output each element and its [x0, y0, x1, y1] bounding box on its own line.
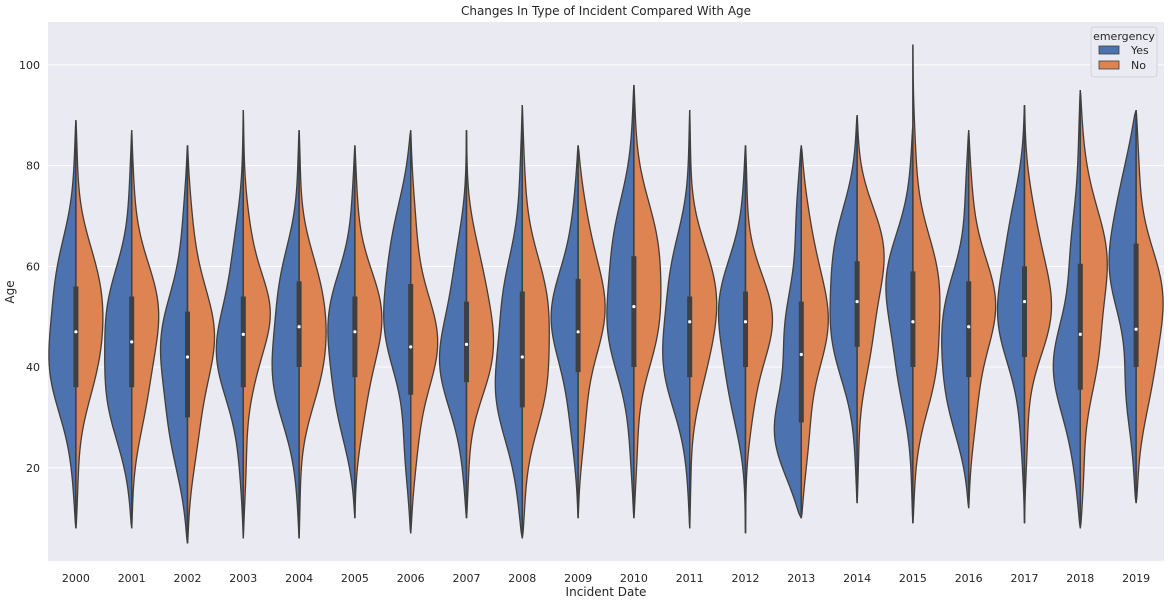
- violin-half-yes-2018: [1052, 89, 1081, 529]
- violin-half-yes-2019: [1108, 109, 1137, 504]
- y-tick-label: 40: [26, 361, 40, 374]
- legend-title: emergency: [1093, 30, 1155, 43]
- violin-half-no-2007: [465, 130, 495, 519]
- x-tick-label: 2014: [843, 572, 871, 585]
- violins: [48, 44, 1164, 544]
- x-tick-label: 2015: [899, 572, 927, 585]
- x-tick-label: 2012: [732, 572, 760, 585]
- median-point-2014: [855, 299, 859, 304]
- median-point-2008: [520, 355, 524, 359]
- x-axis-label: Incident Date: [566, 585, 647, 599]
- x-tick-label: 2005: [341, 572, 369, 585]
- median-point-2010: [632, 305, 636, 309]
- violin-half-no-2003: [242, 110, 271, 539]
- median-point-2003: [241, 332, 245, 336]
- x-tick-label: 2001: [118, 572, 146, 585]
- median-point-2004: [297, 325, 301, 329]
- violin-half-no-2012: [744, 145, 774, 534]
- x-tick-label: 2010: [620, 572, 648, 585]
- violin-half-yes-2017: [996, 105, 1026, 524]
- x-tick-label: 2000: [62, 572, 90, 585]
- x-tick-labels: 2000 2001 2002 2003 2004 2005 2006 2007 2008 2009…: [62, 572, 1150, 585]
- violin-half-yes-2011: [662, 110, 691, 529]
- violin-half-yes-2001: [104, 130, 133, 529]
- y-tick-label: 80: [26, 160, 40, 173]
- violin-half-yes-2014: [829, 115, 858, 504]
- x-tick-label: 2009: [564, 572, 592, 585]
- median-point-2012: [743, 320, 748, 324]
- y-axis-label: Age: [3, 280, 17, 303]
- x-tick-label: 2011: [676, 572, 704, 585]
- median-point-2001: [130, 340, 134, 344]
- x-tick-label: 2003: [229, 572, 257, 585]
- median-point-2000: [74, 330, 78, 334]
- violin-half-no-2016: [968, 130, 997, 509]
- median-point-2013: [799, 352, 803, 357]
- x-tick-label: 2013: [787, 572, 815, 585]
- median-point-2015: [911, 320, 915, 324]
- y-tick-label: 60: [26, 260, 40, 273]
- violin-half-yes-2016: [941, 130, 970, 509]
- x-tick-label: 2004: [285, 572, 313, 585]
- x-tick-label: 2019: [1122, 572, 1150, 585]
- x-tick-label: 2017: [1011, 572, 1039, 585]
- y-tick-label: 100: [19, 59, 40, 72]
- violin-half-no-2017: [1023, 105, 1053, 524]
- median-point-2018: [1078, 332, 1082, 336]
- x-tick-label: 2002: [174, 572, 202, 585]
- x-tick-label: 2008: [508, 572, 536, 585]
- violin-half-no-2001: [131, 130, 160, 529]
- violin-half-no-2009: [577, 145, 606, 519]
- violin-half-yes-2012: [717, 145, 747, 534]
- violin-half-no-2010: [633, 84, 662, 519]
- violin-half-no-2000: [75, 120, 104, 529]
- median-point-2006: [409, 345, 413, 349]
- x-tick-label: 2007: [453, 572, 481, 585]
- violin-half-yes-2004: [271, 130, 300, 539]
- x-tick-label: 2006: [397, 572, 425, 585]
- violin-half-yes-2005: [327, 145, 356, 519]
- median-point-2005: [353, 330, 357, 334]
- chart-title: Changes In Type of Incident Compared Wit…: [461, 4, 751, 18]
- violin-half-no-2005: [354, 145, 383, 519]
- violin-half-no-2015: [912, 44, 941, 524]
- violin-half-yes-2008: [494, 105, 523, 539]
- median-point-2019: [1134, 327, 1138, 331]
- violin-half-no-2004: [298, 130, 327, 539]
- median-point-2011: [688, 320, 692, 324]
- violin-half-yes-2006: [383, 130, 412, 534]
- x-tick-label: 2016: [955, 572, 983, 585]
- median-point-2016: [967, 325, 971, 329]
- x-tick-label: 2018: [1066, 572, 1094, 585]
- y-tick-label: 20: [26, 462, 40, 475]
- y-tick-labels: 20 40 60 80 100: [19, 59, 40, 475]
- median-point-2002: [185, 355, 190, 359]
- violin-half-yes-2000: [48, 120, 77, 529]
- violin-half-no-2002: [186, 145, 216, 544]
- violin-half-yes-2002: [159, 145, 189, 544]
- legend-swatch-no: [1098, 60, 1120, 70]
- violin-half-yes-2013: [773, 145, 802, 519]
- violin-half-yes-2009: [550, 145, 579, 519]
- median-point-2007: [464, 342, 469, 346]
- legend-label-yes: Yes: [1130, 44, 1149, 57]
- legend-swatch-yes: [1098, 45, 1120, 55]
- violin-half-yes-2015: [885, 125, 914, 524]
- violin-half-no-2014: [856, 115, 885, 504]
- violin-half-yes-2010: [606, 84, 635, 519]
- median-point-2009: [576, 330, 580, 334]
- violin-half-no-2008: [521, 105, 550, 539]
- violin-half-yes-2007: [438, 130, 468, 519]
- median-point-2017: [1022, 299, 1027, 304]
- violin-half-yes-2003: [215, 110, 244, 539]
- legend: emergency Yes No: [1090, 26, 1158, 78]
- violin-half-no-2011: [689, 110, 718, 529]
- violin-half-no-2006: [410, 130, 439, 534]
- violin-half-no-2013: [800, 145, 829, 519]
- violin-half-no-2019: [1135, 110, 1164, 504]
- plot-background: [48, 22, 1164, 561]
- violin-half-no-2018: [1079, 89, 1108, 529]
- legend-label-no: No: [1131, 59, 1146, 72]
